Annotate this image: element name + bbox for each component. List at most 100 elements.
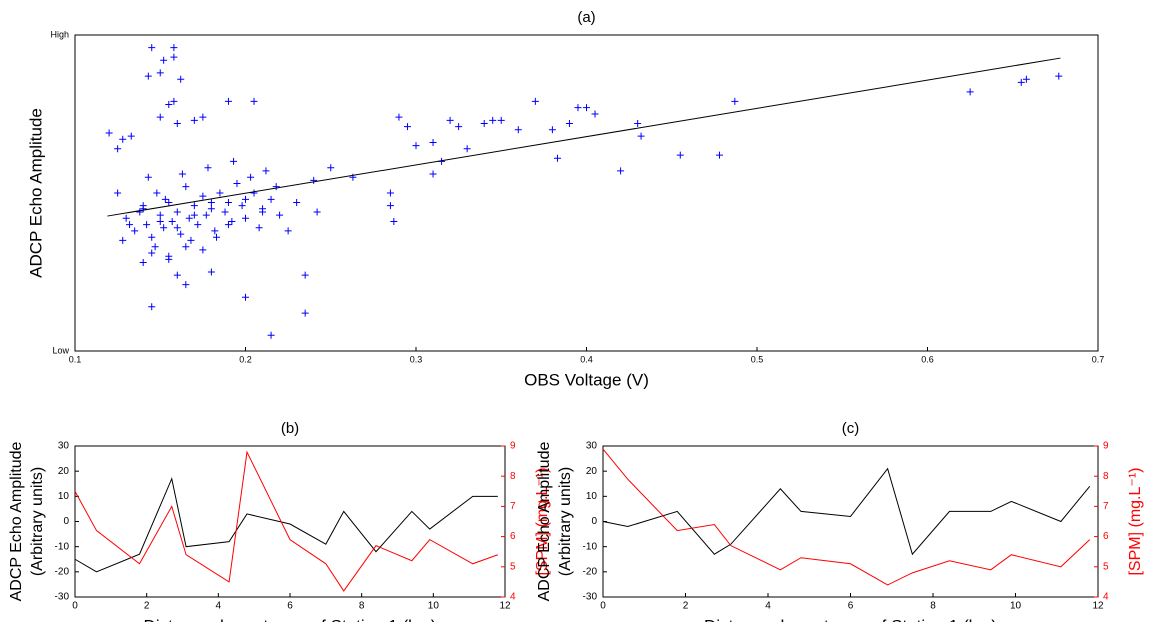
scatter-point [213, 233, 221, 241]
y-axis-label: ADCP Echo Amplitude [8, 442, 25, 602]
scatter-point [173, 119, 181, 127]
scatter-point [127, 132, 135, 140]
scatter-point [230, 157, 238, 165]
scatter-point [170, 53, 178, 61]
scatter-point [114, 145, 122, 153]
scatter-point [144, 173, 152, 181]
plot-frame [74, 445, 506, 598]
y-tick-label: 0 [591, 516, 597, 527]
scatter-point [966, 88, 974, 96]
scatter-point [480, 119, 488, 127]
scatter-point [276, 211, 284, 219]
scatter-point [262, 167, 270, 175]
scatter-point [497, 116, 505, 124]
scatter-point [1055, 72, 1063, 80]
chart-title: (b) [281, 420, 299, 437]
x-tick-label: 0.5 [751, 354, 764, 364]
scatter-point [242, 293, 249, 301]
scatter-point [190, 202, 198, 210]
scatter-point [1022, 75, 1030, 83]
y-tick-label: 10 [58, 491, 70, 502]
scatter-point [574, 104, 582, 112]
x-tick-label: 4 [216, 601, 222, 612]
x-tick-label: 2 [683, 601, 689, 612]
scatter-point [386, 189, 394, 197]
scatter-point [165, 101, 173, 109]
scatter-point [390, 217, 398, 225]
scatter-point [676, 151, 684, 159]
y-axis-label: (Arbitrary units) [557, 467, 574, 576]
scatter-point [313, 208, 321, 216]
x-tick-label: 0 [600, 601, 606, 612]
x-tick-label: 8 [930, 601, 936, 612]
scatter-point [173, 224, 181, 232]
scatter-point [224, 221, 232, 229]
scatter-point [731, 97, 739, 105]
x-tick-label: 12 [499, 601, 511, 612]
scatter-point [207, 205, 215, 213]
x-axis-label: Distance downstream of Station 1 (km) [704, 616, 997, 622]
scatter-point [148, 303, 156, 311]
scatter-point [211, 227, 219, 235]
scatter-point [122, 214, 130, 222]
y-tick-label: -30 [55, 592, 70, 603]
x-tick-label: 0.1 [69, 354, 82, 364]
scatter-point [386, 202, 394, 210]
x-tick-label: 8 [359, 601, 365, 612]
scatter-point [715, 151, 723, 159]
scatter-point [204, 164, 212, 172]
y-axis-label: ADCP Echo Amplitude [536, 442, 553, 602]
scatter-point [284, 227, 292, 235]
scatter-point [153, 189, 161, 197]
series-line [602, 448, 1091, 586]
scatter-point [242, 214, 249, 222]
y-tick-label: -20 [583, 566, 598, 577]
scatter-point [143, 221, 151, 229]
scatter-point [156, 217, 164, 225]
y2-axis-label: [SPM] (mg.L⁻¹) [1127, 467, 1144, 575]
scatter-point [126, 221, 134, 229]
scatter-point [250, 97, 258, 105]
y2-tick-label: 7 [1103, 501, 1109, 512]
x-tick-label: 0 [72, 601, 78, 612]
y2-tick-label: 6 [510, 531, 516, 542]
scatter-point [148, 44, 156, 52]
scatter-point [190, 116, 198, 124]
y2-axis-label: [SPM] (mg.L⁻¹) [534, 467, 551, 575]
y-tick-label: 30 [586, 441, 598, 452]
scatter-point [395, 113, 403, 121]
scatter-point [301, 271, 309, 279]
fit-line [107, 57, 1061, 217]
scatter-point [105, 129, 113, 137]
y2-tick-label: 8 [1103, 471, 1109, 482]
scatter-point [634, 119, 642, 127]
scatter-point [224, 97, 232, 105]
scatter-point [177, 230, 185, 238]
scatter-point [455, 123, 463, 131]
y-tick-label: High [50, 29, 69, 39]
x-tick-label: 0.6 [921, 354, 934, 364]
x-tick-label: 12 [1092, 601, 1104, 612]
scatter-point [267, 195, 275, 203]
scatter-point [148, 249, 156, 257]
scatter-point [165, 255, 173, 263]
scatter-point [463, 145, 471, 153]
x-tick-label: 6 [287, 601, 293, 612]
y-tick-label: -20 [55, 566, 70, 577]
y-tick-label: -30 [583, 592, 598, 603]
y-tick-label: -10 [583, 541, 598, 552]
scatter-point [272, 183, 280, 191]
scatter-point [489, 116, 497, 124]
scatter-point [173, 208, 181, 216]
x-tick-label: 0.3 [410, 354, 423, 364]
scatter-point [238, 202, 246, 210]
y2-tick-label: 5 [510, 561, 516, 572]
scatter-point [182, 281, 190, 289]
x-tick-label: 4 [765, 601, 771, 612]
scatter-point [144, 72, 152, 80]
scatter-point [173, 271, 181, 279]
y-tick-label: 20 [58, 466, 70, 477]
scatter-point [514, 126, 522, 134]
scatter-point [119, 236, 127, 244]
